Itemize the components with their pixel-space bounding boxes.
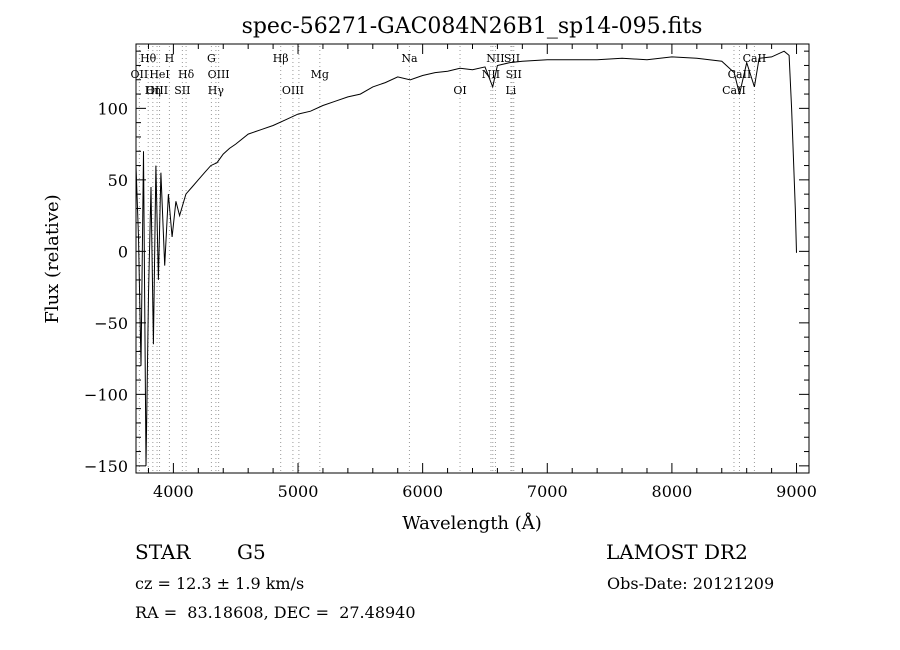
object-class: STAR	[135, 540, 191, 564]
line-marker-label: G	[207, 52, 216, 65]
line-marker-label: OII	[131, 68, 149, 81]
line-marker-label: Hβ	[273, 52, 289, 65]
y-axis: −150 −100 −50 0 50 100	[84, 50, 809, 476]
x-tick-label: 9000	[776, 482, 817, 501]
observation-date: Obs-Date: 20121209	[607, 574, 775, 593]
emission-line-markers: Hθ OII OIII H HeI Hη Hδ SII G OIII Hγ Hβ OIII Mg Na OI N…	[131, 46, 767, 473]
line-marker-label: CaII	[722, 84, 746, 97]
line-marker-label: OIII	[146, 84, 168, 97]
spectrum-line	[135, 50, 797, 466]
coordinates: RA = 83.18608, DEC = 27.48940	[135, 603, 416, 622]
y-tick-label: −100	[84, 385, 128, 404]
line-marker-label: CaII	[743, 52, 767, 65]
line-marker-label: Na	[401, 52, 418, 65]
x-tick-label: 5000	[278, 482, 319, 501]
line-marker-label: OIII	[282, 84, 304, 97]
x-tick-label: 7000	[527, 482, 568, 501]
line-marker-label: SII	[506, 68, 522, 81]
line-marker-label: CaII	[728, 68, 752, 81]
spectral-subclass: G5	[237, 540, 266, 564]
line-marker-label: OIII	[208, 68, 230, 81]
line-marker-label: SII	[174, 84, 190, 97]
y-tick-label: −50	[94, 314, 128, 333]
line-marker-label: Hθ	[140, 52, 157, 65]
y-axis-label: Flux (relative)	[42, 194, 63, 323]
line-marker-label: Hδ	[178, 68, 195, 81]
plot-frame	[135, 43, 810, 474]
x-tick-label: 6000	[402, 482, 443, 501]
line-marker-label: HeI	[149, 68, 169, 81]
survey-name: LAMOST DR2	[606, 540, 748, 564]
y-tick-label: 50	[108, 171, 128, 190]
x-axis-label: Wavelength (Å)	[402, 512, 542, 534]
x-tick-label: 8000	[652, 482, 693, 501]
line-marker-label: OI	[453, 84, 466, 97]
line-marker-label: H	[165, 52, 175, 65]
redshift-value: cz = 12.3 ± 1.9 km/s	[135, 574, 305, 593]
line-marker-label: Hη	[145, 84, 161, 97]
line-marker-label: Hγ	[208, 84, 225, 97]
y-tick-label: −150	[84, 457, 128, 476]
x-tick-label: 4000	[153, 482, 194, 501]
y-tick-label: 100	[97, 99, 128, 118]
line-marker-label: NII	[486, 52, 504, 65]
line-marker-label: Li	[505, 84, 516, 97]
x-axis: 4000 5000 6000 7000 8000 9000	[147, 44, 817, 501]
line-marker-label: Mg	[311, 68, 329, 81]
chart-title: spec-56271-GAC084N26B1_sp14-095.fits	[242, 14, 703, 39]
line-marker-label: NII	[482, 68, 500, 81]
y-tick-label: 0	[118, 242, 128, 261]
